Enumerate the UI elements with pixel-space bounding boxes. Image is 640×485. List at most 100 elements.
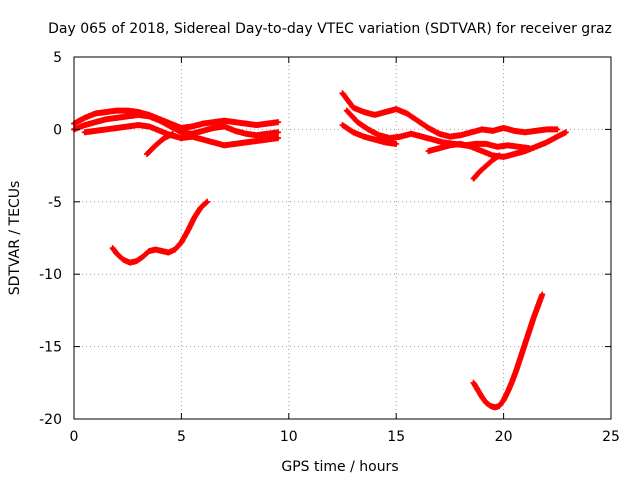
series-track-midday-3 [339,122,400,147]
data-point [190,124,194,129]
data-point [497,404,501,408]
data-point [158,119,162,123]
data-point [244,132,248,136]
data-point [377,133,381,137]
data-point [134,259,138,263]
data-point [534,129,538,133]
y-tick-label: 5 [53,50,62,66]
data-point [212,126,216,130]
y-tick-label: -20 [39,412,62,428]
data-point [448,143,452,147]
data-point [523,149,527,153]
data-point [480,395,484,399]
data-point [523,342,527,346]
data-point [373,113,377,117]
series-track-midday-2 [343,107,533,152]
data-point [517,145,521,149]
data-point [544,140,549,145]
data-point [431,137,435,142]
data-point [265,122,269,126]
series-track-midday-1 [339,90,561,140]
data-point [555,135,559,139]
data-point [564,130,568,134]
data-point [459,133,463,137]
data-point [126,124,130,129]
data-point [147,124,151,129]
data-point [265,132,269,136]
data-point [340,123,345,127]
data-point [512,152,516,156]
data-point [355,120,360,124]
y-tick-label: 0 [53,122,62,138]
data-point [409,132,413,136]
data-point [192,216,196,220]
data-point [173,247,177,252]
data-point [474,142,478,146]
data-point [502,398,506,402]
data-point [126,114,130,118]
data-point [201,122,205,126]
data-point [254,133,259,137]
data-point [93,129,98,133]
data-point [145,152,149,156]
data-point [536,304,540,308]
data-point [480,127,484,131]
data-point [532,316,536,320]
data-point [222,124,226,129]
data-point [115,116,119,120]
data-point [186,229,190,233]
data-point [493,405,497,410]
data-point [426,149,431,153]
data-point [469,130,473,134]
data-point [201,137,205,142]
x-tick-label: 15 [387,429,405,445]
data-point [179,136,183,140]
data-point [484,401,489,405]
data-point [233,129,237,133]
data-point [540,292,544,297]
series-layer [71,90,569,411]
x-tick-label: 10 [280,429,298,445]
data-point [160,249,164,253]
data-point [512,129,516,133]
data-point [169,124,173,129]
data-point [205,200,209,204]
data-point [362,110,366,114]
data-point [502,155,506,159]
data-point [158,129,162,133]
data-point [276,130,280,134]
data-point [362,135,366,139]
data-point [519,355,523,359]
series-track-morning-2 [71,111,282,139]
x-tick-label: 20 [495,429,513,445]
data-point [104,127,108,131]
data-point [373,137,377,142]
data-point [83,123,87,127]
chart-title: Day 065 of 2018, Sidereal Day-to-day VTE… [48,21,612,37]
y-tick-label: -15 [39,340,62,356]
data-point [201,129,205,133]
data-point [480,149,484,153]
x-tick-label: 0 [70,429,79,445]
data-point [115,108,119,113]
data-point [383,140,388,145]
data-point [190,135,194,139]
data-point [514,368,519,372]
data-point [437,132,441,136]
series-track-morning-4 [144,130,176,158]
data-point [276,120,280,124]
data-point [491,129,495,133]
data-point [484,142,489,146]
data-point [199,205,203,210]
data-point [398,135,403,139]
data-point [459,142,463,146]
data-point [222,119,226,123]
data-point [506,143,510,147]
data-point [136,113,141,117]
data-point [83,130,87,134]
tick-label-layer: 0 5 10 15 20 25 5 0 -5 -10 -15 -20 [39,50,620,445]
data-point [394,142,398,146]
x-tick-label: 25 [602,429,620,445]
